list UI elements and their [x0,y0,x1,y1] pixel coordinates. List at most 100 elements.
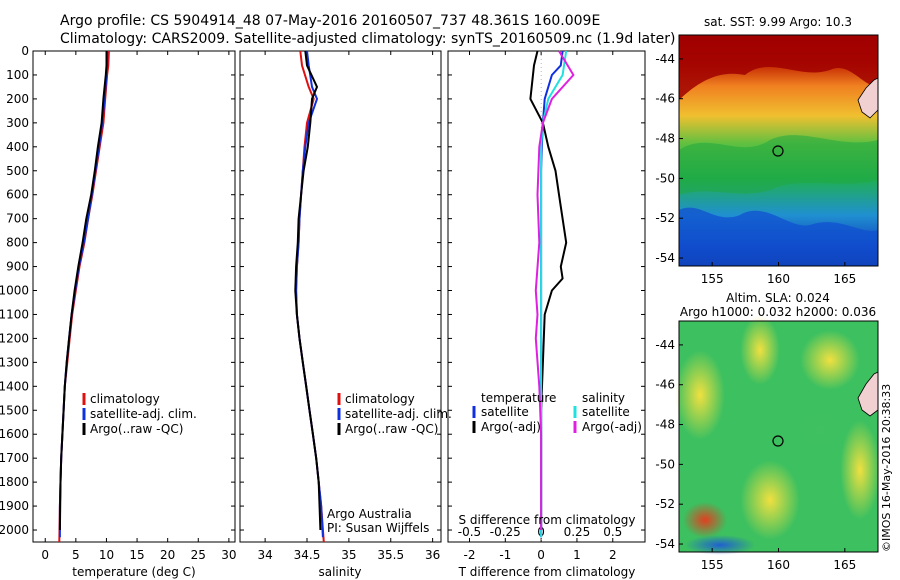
map-y-tick-label: -52 [655,497,675,511]
y-tick-label: 2000 [0,523,29,537]
temperature-xlabel: temperature (deg C) [72,565,195,579]
map-x-tick-label: 160 [767,558,790,572]
sla-red-patch [683,502,727,538]
x-tick-label: 34.5 [294,548,321,562]
y-tick-label: 400 [6,140,29,154]
legend-argo-label: Argo(..raw -QC) [345,422,438,436]
difference-panel: -2 -1 0 1 2-0.5 -0.25 0 0.25 0.5 [447,50,646,562]
x-tick-label: 20 [160,548,175,562]
map-x-tick-label: 155 [701,272,724,286]
x-tick-label: 15 [129,548,144,562]
panel-frame [447,50,646,543]
figure-title-line2: Climatology: CARS2009. Satellite-adjuste… [60,31,675,47]
legend-temp-argo-label: Argo(-adj) [481,420,541,434]
x-tick-label-top: 0.25 [564,525,591,539]
y-tick-label: 200 [6,92,29,106]
sla-high-1 [675,350,725,440]
x-tick-label: 34 [257,548,272,562]
legend-climatology-label: climatology [345,392,415,406]
x-tick-label: 5 [72,548,80,562]
x-tick-label-top: 0.5 [603,525,622,539]
y-tick-label: 1100 [0,307,29,321]
map-y-tick-label: -48 [655,418,675,432]
y-tick-label: 1600 [0,427,29,441]
temperature-legend: climatology satellite-adj. clim. Argo(..… [82,392,197,436]
sla-high-4 [740,460,800,540]
imos-credit: ©IMOS 16-May-2016 20:38:33 [880,384,893,552]
y-tick-label: 700 [6,212,29,226]
map-y-tick-label: -54 [655,537,675,551]
map-y-tick-label: -50 [655,171,675,185]
legend-climatology-label: climatology [90,392,160,406]
x-tick-label: 25 [191,548,206,562]
temperature-panel: 0100200300400500600700800900100011001200… [0,44,237,562]
x-tick-label: 2 [609,548,617,562]
x-tick-label: 0 [537,548,545,562]
sst-cool-pool [679,207,878,266]
y-tick-label: 1400 [0,379,29,393]
map-x-tick-label: 165 [833,558,856,572]
legend-sal-argo-label: Argo(-adj) [582,420,642,434]
map-y-tick-label: -44 [655,52,675,66]
argo-float-marker [772,435,784,447]
y-tick-label: 1800 [0,475,29,489]
x-tick-label-top: -0.5 [458,525,481,539]
salinity-legend: climatology satellite-adj. clim. Argo(..… [337,392,452,436]
sst-map [678,34,879,267]
argo-australia-annotation: Argo Australia [327,507,412,521]
sla-high-5 [840,420,880,520]
pi-annotation: PI: Susan Wijffels [327,521,429,535]
map-y-tick-label: -48 [655,132,675,146]
argo-float-marker [772,145,784,157]
salinity-panel: 34 34.5 35 35.5 36 [239,50,442,562]
map-x-tick-label: 165 [833,272,856,286]
y-tick-label: 1900 [0,499,29,513]
legend-temp-satellite-label: satellite [481,405,529,419]
sst-warm-front [679,35,878,100]
difference-legend: temperature satellite Argo(-adj) salinit… [472,391,642,434]
legend-satellite-label: satellite-adj. clim. [345,407,452,421]
sla-high-3 [800,330,860,390]
salinity-xlabel: salinity [318,565,361,579]
y-tick-label: 1300 [0,355,29,369]
sla-map-axes: 155 160 165 -44 -46 -48 -50 -52 -54 [655,338,856,572]
x-tick-label: 30 [221,548,236,562]
panel-frame [239,50,442,543]
legend-temperature-heading: temperature [481,391,556,405]
sla-blue-patch [685,535,755,555]
y-tick-label: 600 [6,188,29,202]
y-tick-label: 1200 [0,331,29,345]
series-line [58,51,109,538]
map-y-tick-label: -54 [655,251,675,265]
sst-map-axes: 155 160 165 -44 -46 -48 -50 -52 -54 [655,52,856,286]
map-y-tick-label: -46 [655,378,675,392]
y-tick-label: 900 [6,260,29,274]
x-tick-label: 10 [99,548,114,562]
y-tick-label: 800 [6,236,29,250]
figure-title-line1: Argo profile: CS 5904914_48 07-May-2016 … [60,13,600,29]
sla-high-2 [740,315,780,385]
x-tick-label: 0 [41,548,49,562]
y-tick-label: 1700 [0,451,29,465]
map-y-tick-label: -44 [655,338,675,352]
difference-xlabel-top: S difference from climatology [459,513,636,527]
y-tick-label: 500 [6,164,29,178]
legend-salinity-heading: salinity [582,391,625,405]
x-tick-label: 35 [341,548,356,562]
legend-sal-satellite-label: satellite [582,405,630,419]
series-line [58,51,108,531]
series-line [534,50,575,530]
sla-map [675,315,880,555]
x-tick-label: 35.5 [377,548,404,562]
x-tick-label: 36 [425,548,440,562]
x-tick-label: 1 [573,548,581,562]
sst-map-title: sat. SST: 9.99 Argo: 10.3 [704,15,852,29]
series-line [294,50,322,531]
sst-green-band [679,135,878,195]
legend-argo-label: Argo(..raw -QC) [90,422,183,436]
y-tick-label: 300 [6,116,29,130]
legend-satellite-label: satellite-adj. clim. [90,407,197,421]
map-x-tick-label: 160 [767,272,790,286]
map-y-tick-label: -52 [655,211,675,225]
